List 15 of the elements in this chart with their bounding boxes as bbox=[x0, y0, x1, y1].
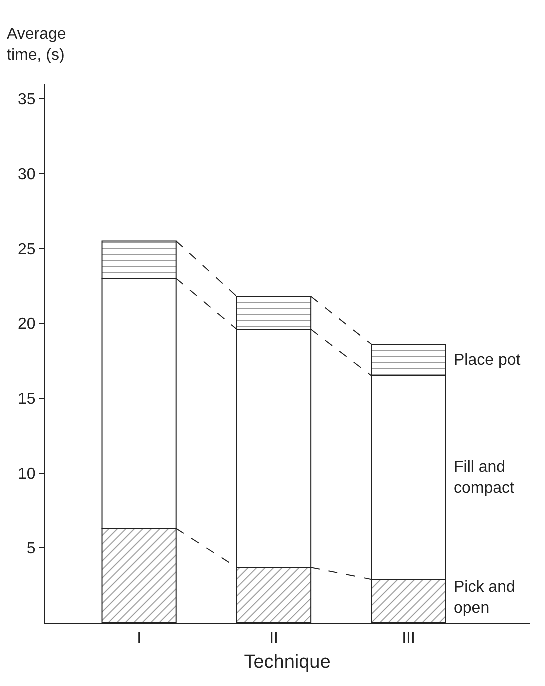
x-tick-label: II bbox=[270, 630, 278, 648]
y-tick-label: 10 bbox=[18, 466, 36, 483]
series-label: Fill and compact bbox=[454, 459, 516, 497]
x-tick-label: III bbox=[402, 630, 416, 648]
series-label: Place pot bbox=[454, 352, 522, 369]
y-tick-label: 15 bbox=[18, 391, 36, 408]
y-tick-label: 5 bbox=[26, 540, 36, 558]
series-label: Pick and open bbox=[454, 579, 516, 617]
x-axis-title: Technique bbox=[244, 652, 331, 673]
y-tick-label: 20 bbox=[18, 316, 36, 334]
y-tick-label: 35 bbox=[18, 92, 36, 109]
y-tick-label: 25 bbox=[18, 241, 36, 258]
x-tick-label: I bbox=[137, 630, 142, 648]
y-tick-label: 30 bbox=[18, 166, 36, 184]
y-axis-title: Average time, (s) bbox=[7, 26, 66, 64]
